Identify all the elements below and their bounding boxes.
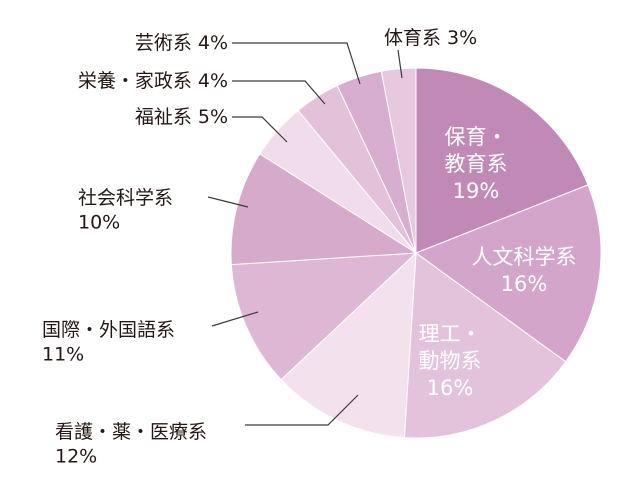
pie-slice: [230, 153, 418, 266]
leader-line: [207, 196, 249, 208]
leader-line: [232, 116, 288, 143]
pie-slice: [230, 252, 418, 381]
slice-label: 芸術系 4%: [135, 32, 228, 54]
leader-line: [211, 311, 259, 327]
slice-labels: 保育・教育系 19% 人文科学系 16% 理工・動物系 16% 看護・薬・医療系 12% 国際・…: [42, 27, 577, 467]
slice-label: 看護・薬・医療系 12%: [55, 421, 207, 467]
slice-label: 栄養・家政系 4%: [78, 70, 228, 92]
leader-lines: [207, 42, 403, 426]
pie-slice: [415, 67, 589, 254]
pie-slice: [414, 184, 602, 363]
leader-line: [232, 80, 326, 105]
slice-label: 国際・外国語系 11%: [42, 319, 175, 365]
leader-line: [397, 49, 403, 79]
slice-label: 体育系 3%: [384, 27, 477, 49]
pie-slices: [230, 67, 602, 439]
pie-slice: [403, 252, 567, 439]
slice-label: 福祉系 5%: [135, 106, 228, 128]
slice-label: 社会科学系 10%: [78, 187, 173, 233]
leader-line: [245, 394, 359, 426]
pie-slice: [280, 251, 417, 439]
leader-line: [232, 42, 361, 85]
slice-label: 人文科学系 16%: [472, 245, 577, 296]
slice-label: 保育・教育系 19%: [445, 125, 508, 203]
slice-label: 理工・動物系 16%: [419, 322, 482, 400]
pie-slice: [380, 67, 417, 254]
